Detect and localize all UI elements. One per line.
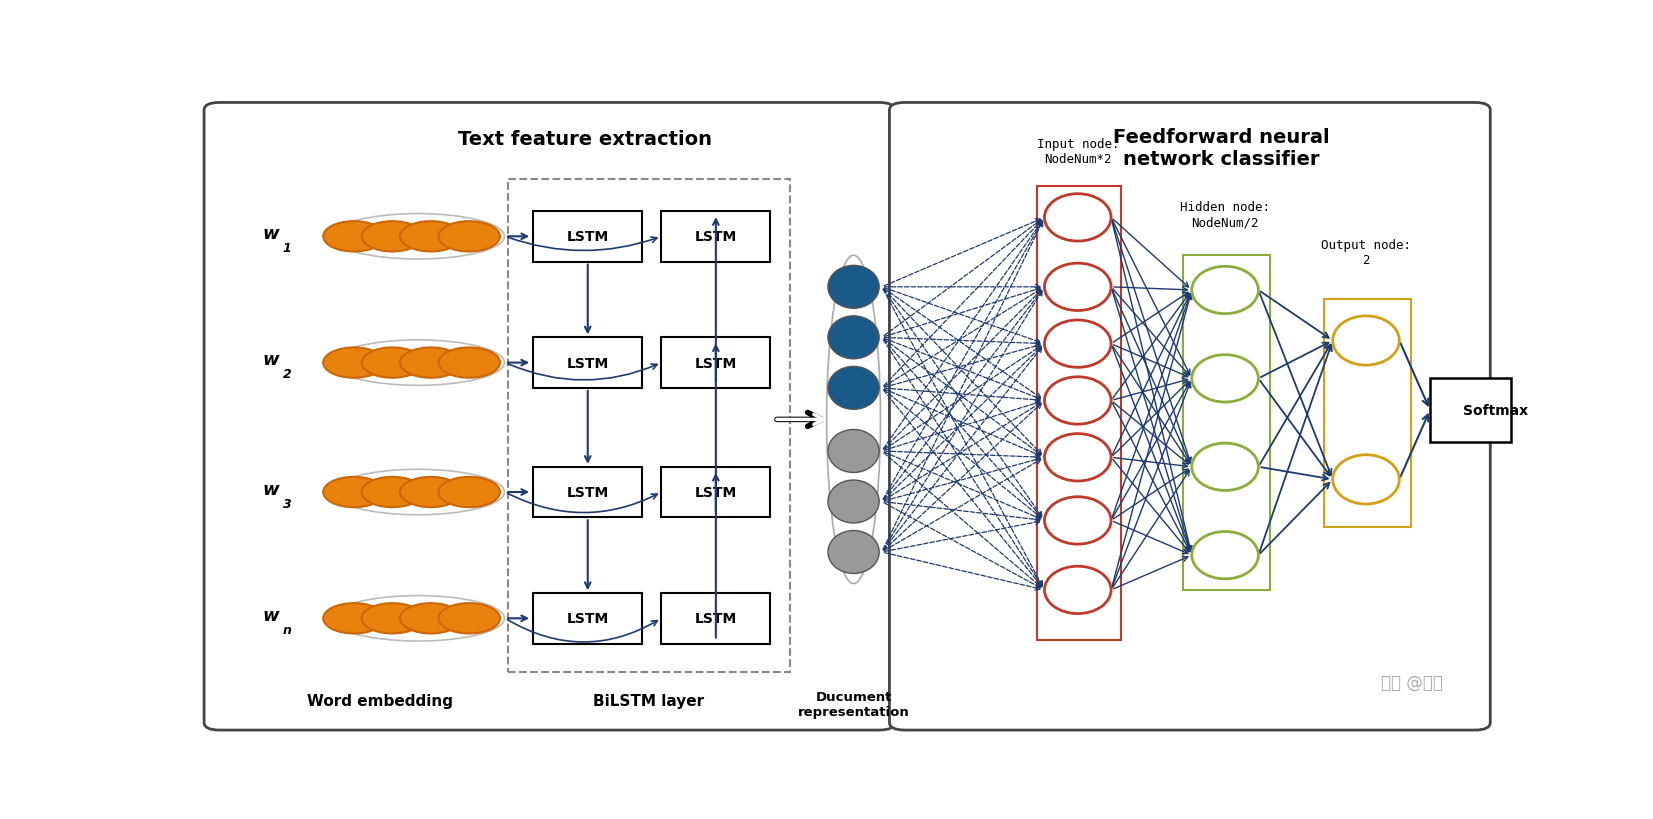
Ellipse shape [1192,355,1258,403]
Text: LSTM: LSTM [694,356,737,370]
Text: Hidden node:
NodeNum/2: Hidden node: NodeNum/2 [1180,201,1270,229]
Ellipse shape [826,256,881,584]
Text: LSTM: LSTM [567,230,608,244]
Bar [534,467,643,518]
Text: n: n [283,623,293,636]
Circle shape [400,604,461,634]
Text: Ducument
representation: Ducument representation [798,690,909,717]
Ellipse shape [828,481,879,523]
Circle shape [324,348,385,378]
FancyBboxPatch shape [203,103,894,731]
Ellipse shape [1045,434,1111,482]
Bar [1430,379,1511,442]
Circle shape [400,222,461,252]
Bar [534,212,643,262]
Ellipse shape [828,430,879,473]
Ellipse shape [332,341,504,386]
Ellipse shape [828,367,879,410]
Ellipse shape [1045,378,1111,424]
Bar [507,180,790,672]
Text: LSTM: LSTM [567,356,608,370]
Bar [661,593,770,644]
Text: LSTM: LSTM [567,486,608,500]
Ellipse shape [1045,194,1111,242]
Circle shape [400,477,461,508]
Ellipse shape [1192,532,1258,579]
Bar [1324,300,1412,527]
Text: LSTM: LSTM [694,230,737,244]
Text: 2: 2 [283,368,291,381]
Text: 3: 3 [283,497,291,510]
Ellipse shape [1045,320,1111,368]
Circle shape [324,604,385,634]
Circle shape [362,222,423,252]
Text: Output node:
2: Output node: 2 [1321,239,1412,267]
Text: w: w [263,606,279,624]
Ellipse shape [1045,264,1111,311]
Bar [534,338,643,388]
Bar [661,467,770,518]
Text: 1: 1 [283,242,291,255]
Ellipse shape [1192,444,1258,491]
Circle shape [438,604,499,634]
Circle shape [362,477,423,508]
Ellipse shape [1332,455,1400,505]
Text: 知乎 @冰冰: 知乎 @冰冰 [1380,672,1443,690]
Ellipse shape [332,470,504,515]
Text: w: w [263,225,279,243]
Ellipse shape [1332,316,1400,365]
Circle shape [324,222,385,252]
Bar [1036,187,1121,640]
Circle shape [362,348,423,378]
Circle shape [362,604,423,634]
Text: LSTM: LSTM [694,486,737,500]
Circle shape [438,348,499,378]
Text: Word embedding: Word embedding [306,693,453,708]
Ellipse shape [1045,567,1111,613]
Text: Softmax: Softmax [1463,404,1529,418]
Text: Text feature extraction: Text feature extraction [458,129,711,149]
Circle shape [400,348,461,378]
Bar [534,593,643,644]
Ellipse shape [828,316,879,360]
Bar [661,338,770,388]
Ellipse shape [332,215,504,260]
Circle shape [324,477,385,508]
FancyBboxPatch shape [889,103,1491,731]
Bar [661,212,770,262]
Circle shape [438,222,499,252]
Circle shape [438,477,499,508]
Ellipse shape [1192,267,1258,314]
Text: LSTM: LSTM [567,612,608,626]
Bar [1184,256,1270,590]
Text: LSTM: LSTM [694,612,737,626]
Text: Feedforward neural
network classifier: Feedforward neural network classifier [1112,129,1329,170]
Text: Input node:
NodeNum*2: Input node: NodeNum*2 [1036,138,1119,166]
Ellipse shape [332,596,504,641]
Ellipse shape [1045,497,1111,545]
Ellipse shape [828,266,879,309]
Ellipse shape [828,531,879,574]
Text: w: w [263,480,279,498]
Text: w: w [263,351,279,369]
Text: BiLSTM layer: BiLSTM layer [593,693,704,708]
